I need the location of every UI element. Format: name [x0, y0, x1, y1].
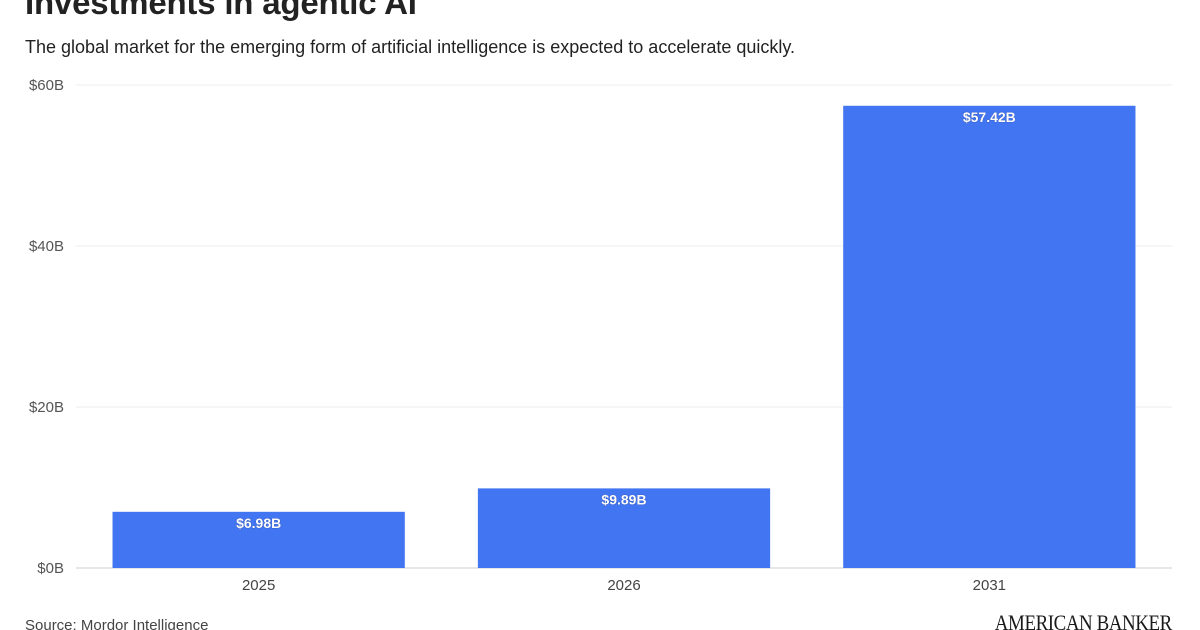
bars — [112, 105, 1136, 569]
bar-value-label: $9.89B — [601, 491, 646, 507]
bar-2025 — [112, 511, 405, 568]
y-tick-label: $60B — [29, 77, 64, 94]
y-tick-label: $20B — [29, 399, 64, 416]
chart-subtitle: The global market for the emerging form … — [25, 37, 796, 57]
bar-2026 — [477, 488, 771, 568]
chart-title: Investments in agentic AI — [25, 0, 417, 21]
y-tick-label: $0B — [37, 560, 64, 577]
bar-value-labels: $6.98B $9.89B $57.42B — [236, 108, 1016, 531]
y-axis-ticks: $0B $20B $40B $60B — [29, 77, 64, 577]
bar-2031 — [843, 105, 1136, 569]
x-tick-label: 2031 — [973, 577, 1006, 594]
x-tick-label: 2026 — [607, 577, 640, 594]
x-tick-label: 2025 — [242, 577, 275, 594]
brand-logo: AMERICAN BANKER — [995, 610, 1172, 630]
source-note: Source: Mordor Intelligence — [25, 617, 209, 630]
y-tick-label: $40B — [29, 238, 64, 255]
bar-value-label: $6.98B — [236, 515, 281, 531]
x-axis-ticks: 2025 2026 2031 — [242, 577, 1006, 594]
bar-value-label: $57.42B — [963, 109, 1016, 125]
